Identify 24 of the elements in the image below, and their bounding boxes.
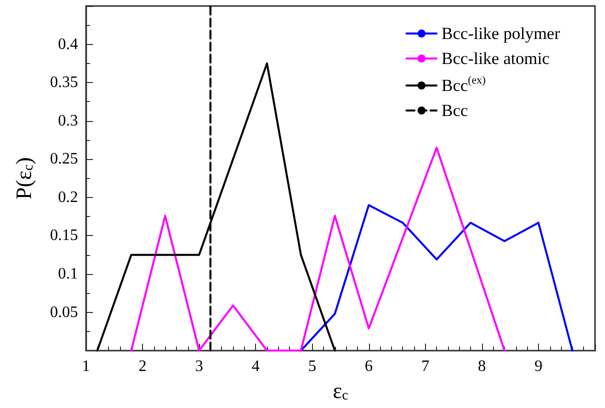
legend-label: Bcc [442, 101, 468, 120]
y-tick-label: 0.1 [58, 266, 78, 283]
y-tick-label: 0.05 [50, 304, 78, 321]
x-tick-label: 1 [82, 358, 90, 376]
y-tick-label: 0.25 [50, 150, 78, 168]
line-series [300, 204, 574, 352]
legend-label: Bcc-like atomic [442, 49, 550, 68]
x-tick-label: 3 [195, 358, 204, 376]
y-tick-label: 0.3 [58, 112, 78, 130]
x-tick-label: 5 [308, 358, 316, 376]
x-tick-label: 8 [478, 358, 486, 376]
x-tick-label: 2 [138, 358, 147, 376]
y-tick-label: 0.4 [58, 36, 78, 53]
y-axis-title: P(εc) [11, 157, 36, 200]
x-tick-label: 4 [252, 358, 260, 376]
x-axis-title: εc [332, 378, 348, 404]
legend-label: Bcc-like polymer [442, 24, 560, 43]
x-tick-label: 6 [364, 358, 373, 376]
x-tick-label: 9 [534, 358, 542, 376]
line-series [130, 146, 506, 352]
y-tick-label: 0.35 [50, 74, 78, 92]
x-tick-label: 7 [421, 358, 430, 376]
y-tick-label: 0.2 [58, 188, 78, 206]
y-tick-label: 0.15 [50, 227, 78, 244]
